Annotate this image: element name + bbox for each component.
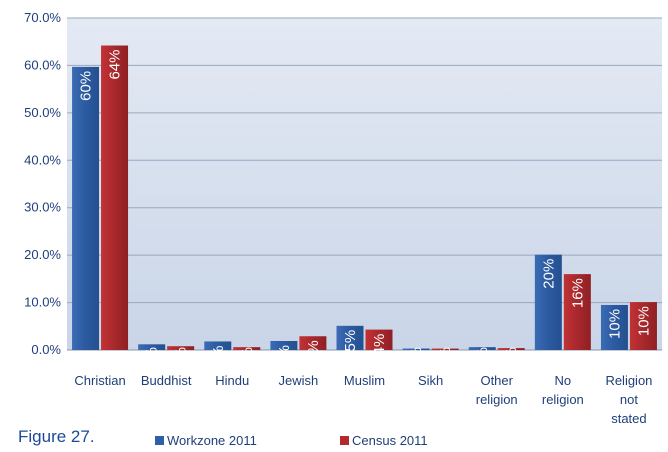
y-tick-label: 70.0%	[24, 10, 61, 25]
data-label: 0%	[408, 347, 425, 369]
data-label: 1%	[474, 347, 491, 369]
data-label: 64%	[107, 50, 124, 80]
data-label: 20%	[540, 259, 557, 289]
data-label: 0%	[437, 347, 454, 369]
bar-chart: 0.0%10.0%20.0%30.0%40.0%50.0%60.0%70.0% …	[24, 10, 662, 425]
y-tick-label: 20.0%	[24, 247, 61, 262]
data-label: 10%	[606, 309, 623, 339]
x-category-label: Muslim	[344, 373, 385, 388]
data-label: 16%	[569, 278, 586, 308]
bar-workzone	[336, 325, 364, 350]
x-category-label: Jewish	[279, 373, 319, 388]
y-tick-label: 50.0%	[24, 105, 61, 120]
data-labels: 60% 64% 1% 1% 2% 1% 2% 3% 5% 4% 0% 0% 1% 0% 20% 16% 10% 1…	[78, 50, 653, 369]
legend-item-workzone: Workzone 2011	[155, 433, 257, 448]
legend-label-workzone: Workzone 2011	[167, 433, 257, 448]
bar-census	[365, 329, 393, 350]
legend-label-census: Census 2011	[352, 433, 428, 448]
data-label: 1%	[239, 347, 256, 369]
data-label: 2%	[276, 345, 293, 367]
bars	[72, 45, 657, 350]
x-category-label: Other religion	[476, 373, 518, 407]
data-label: 60%	[78, 71, 95, 101]
x-category-label: Hindu	[215, 373, 249, 388]
data-label: 1%	[144, 347, 161, 369]
plot-area	[67, 18, 662, 350]
data-label: 5%	[342, 330, 359, 352]
figure-caption: Figure 27.	[18, 427, 95, 446]
gridlines	[67, 17, 662, 304]
legend-item-census: Census 2011	[340, 433, 428, 448]
bar-census	[233, 347, 261, 350]
bar-workzone	[468, 347, 496, 350]
bar-census	[431, 348, 459, 350]
y-axis: 0.0% 10.0% 20.0% 30.0% 40.0% 50.0% 60.0% 70.0%	[24, 10, 662, 357]
y-tick-label: 60.0%	[24, 57, 61, 72]
x-axis: Christian Buddhist Hindu Jewish Muslim Sikh Ot…	[74, 373, 652, 425]
bar-workzone	[270, 340, 298, 350]
bar-census	[101, 45, 129, 350]
x-category-label: Christian	[74, 373, 125, 388]
x-category-label: No religion	[542, 373, 584, 407]
data-label: 4%	[371, 334, 388, 356]
legend-swatch-census	[340, 436, 349, 445]
bar-workzone	[138, 344, 166, 350]
data-label: 0%	[503, 347, 520, 369]
data-label: 10%	[635, 306, 652, 336]
bar-workzone	[72, 66, 100, 350]
legend-swatch-workzone	[155, 436, 164, 445]
bar-workzone	[534, 254, 562, 350]
y-tick-label: 0.0%	[31, 342, 61, 357]
y-tick-label: 10.0%	[24, 295, 61, 310]
x-category-label: Religion not stated	[605, 373, 652, 425]
y-tick-label: 40.0%	[24, 152, 61, 167]
bar-census	[167, 346, 195, 350]
x-category-label: Buddhist	[141, 373, 192, 388]
bar-census	[497, 348, 525, 350]
y-tick-label: 30.0%	[24, 200, 61, 215]
bar-workzone	[402, 348, 430, 350]
bar-workzone	[204, 341, 232, 350]
bar-census	[299, 336, 327, 350]
bar-workzone	[600, 304, 628, 350]
x-category-label: Sikh	[418, 373, 443, 388]
bar-census	[563, 274, 591, 350]
data-label: 1%	[173, 347, 190, 369]
data-label: 3%	[305, 340, 322, 362]
bar-census	[629, 302, 657, 350]
data-label: 2%	[210, 345, 227, 367]
